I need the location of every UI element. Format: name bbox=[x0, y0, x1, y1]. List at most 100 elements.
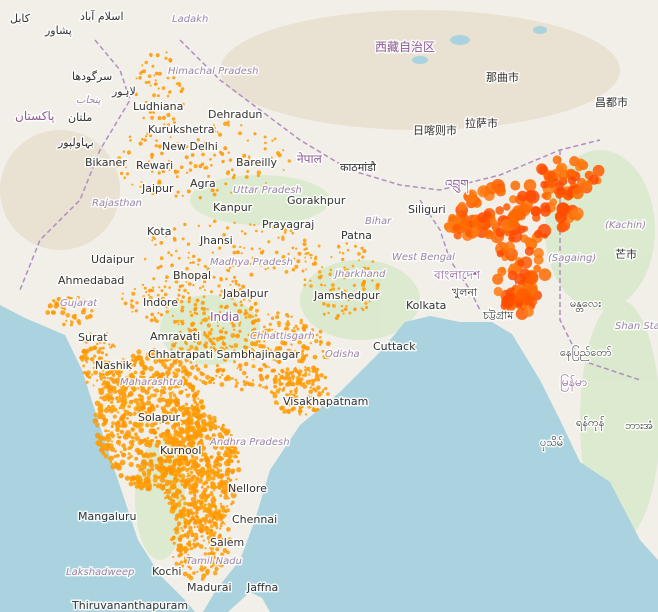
marker[interactable] bbox=[153, 474, 158, 479]
marker[interactable] bbox=[268, 336, 271, 339]
marker[interactable] bbox=[267, 348, 270, 351]
marker[interactable] bbox=[281, 256, 285, 260]
marker[interactable] bbox=[105, 353, 108, 357]
marker[interactable] bbox=[185, 423, 189, 427]
marker[interactable] bbox=[233, 328, 236, 331]
marker[interactable] bbox=[136, 166, 140, 170]
marker[interactable] bbox=[153, 420, 158, 426]
marker[interactable] bbox=[154, 379, 159, 384]
marker[interactable] bbox=[177, 81, 181, 86]
marker[interactable] bbox=[213, 521, 217, 526]
marker[interactable] bbox=[188, 477, 195, 483]
marker[interactable] bbox=[90, 309, 94, 313]
marker[interactable] bbox=[226, 120, 230, 124]
marker[interactable] bbox=[188, 276, 192, 280]
marker[interactable] bbox=[200, 577, 205, 581]
marker[interactable] bbox=[189, 546, 194, 551]
marker[interactable] bbox=[204, 341, 208, 345]
marker[interactable] bbox=[177, 536, 182, 541]
marker[interactable] bbox=[178, 347, 183, 352]
marker[interactable] bbox=[364, 305, 369, 310]
marker[interactable] bbox=[181, 410, 187, 417]
marker[interactable] bbox=[203, 344, 208, 349]
marker[interactable] bbox=[165, 488, 172, 495]
marker[interactable] bbox=[174, 249, 178, 253]
marker[interactable] bbox=[124, 166, 127, 169]
marker[interactable] bbox=[362, 249, 367, 254]
marker[interactable] bbox=[69, 323, 73, 327]
marker[interactable] bbox=[296, 259, 301, 264]
marker[interactable] bbox=[270, 156, 273, 159]
marker[interactable] bbox=[182, 571, 188, 577]
marker[interactable] bbox=[227, 123, 230, 127]
marker[interactable] bbox=[199, 503, 204, 508]
marker[interactable] bbox=[201, 318, 205, 322]
marker[interactable] bbox=[143, 257, 147, 261]
marker[interactable] bbox=[176, 440, 183, 447]
marker[interactable] bbox=[254, 229, 258, 233]
marker[interactable] bbox=[194, 271, 198, 275]
marker[interactable] bbox=[195, 469, 202, 475]
marker[interactable] bbox=[247, 291, 250, 294]
marker[interactable] bbox=[211, 495, 216, 500]
marker[interactable] bbox=[156, 356, 163, 363]
marker[interactable] bbox=[180, 473, 186, 479]
marker[interactable] bbox=[141, 371, 146, 376]
marker[interactable] bbox=[186, 573, 192, 579]
marker[interactable] bbox=[199, 560, 204, 565]
marker[interactable] bbox=[134, 484, 139, 489]
marker[interactable] bbox=[205, 494, 211, 499]
marker[interactable] bbox=[173, 336, 178, 341]
marker[interactable] bbox=[128, 411, 133, 417]
marker[interactable] bbox=[239, 300, 243, 304]
marker[interactable] bbox=[194, 449, 197, 452]
marker[interactable] bbox=[262, 386, 264, 389]
marker[interactable] bbox=[244, 316, 248, 319]
marker[interactable] bbox=[196, 558, 201, 563]
marker[interactable] bbox=[369, 274, 372, 277]
marker[interactable] bbox=[295, 386, 298, 389]
marker[interactable] bbox=[179, 512, 184, 517]
marker[interactable] bbox=[110, 424, 114, 428]
marker[interactable] bbox=[163, 365, 168, 370]
marker[interactable] bbox=[304, 366, 307, 369]
marker[interactable] bbox=[154, 144, 158, 148]
marker[interactable] bbox=[238, 131, 242, 136]
marker[interactable] bbox=[112, 389, 118, 394]
marker[interactable] bbox=[109, 345, 113, 349]
marker[interactable] bbox=[211, 146, 215, 150]
marker[interactable] bbox=[163, 496, 167, 500]
marker[interactable] bbox=[326, 341, 331, 347]
marker[interactable] bbox=[251, 356, 256, 361]
marker[interactable] bbox=[140, 405, 146, 411]
marker[interactable] bbox=[169, 136, 172, 139]
marker[interactable] bbox=[179, 515, 183, 519]
marker[interactable] bbox=[153, 316, 157, 320]
marker[interactable] bbox=[316, 377, 321, 382]
marker[interactable] bbox=[203, 456, 209, 462]
marker[interactable] bbox=[180, 353, 184, 358]
marker[interactable] bbox=[310, 395, 314, 399]
marker[interactable] bbox=[203, 373, 206, 376]
marker[interactable] bbox=[92, 345, 97, 351]
marker[interactable] bbox=[201, 428, 205, 432]
marker[interactable] bbox=[230, 168, 234, 172]
marker[interactable] bbox=[189, 181, 195, 187]
marker[interactable] bbox=[157, 375, 164, 382]
marker[interactable] bbox=[251, 162, 255, 166]
marker[interactable] bbox=[242, 160, 247, 164]
marker[interactable] bbox=[116, 464, 122, 471]
marker[interactable] bbox=[155, 404, 159, 408]
marker[interactable] bbox=[251, 331, 257, 337]
marker[interactable] bbox=[94, 400, 101, 407]
marker[interactable] bbox=[183, 517, 186, 520]
marker[interactable] bbox=[151, 385, 154, 389]
marker[interactable] bbox=[185, 447, 190, 452]
marker[interactable] bbox=[158, 460, 164, 466]
marker[interactable] bbox=[181, 284, 185, 288]
marker[interactable] bbox=[201, 152, 206, 157]
marker[interactable] bbox=[198, 242, 202, 247]
marker[interactable] bbox=[320, 398, 324, 402]
marker[interactable] bbox=[278, 382, 282, 386]
marker[interactable] bbox=[166, 76, 170, 80]
